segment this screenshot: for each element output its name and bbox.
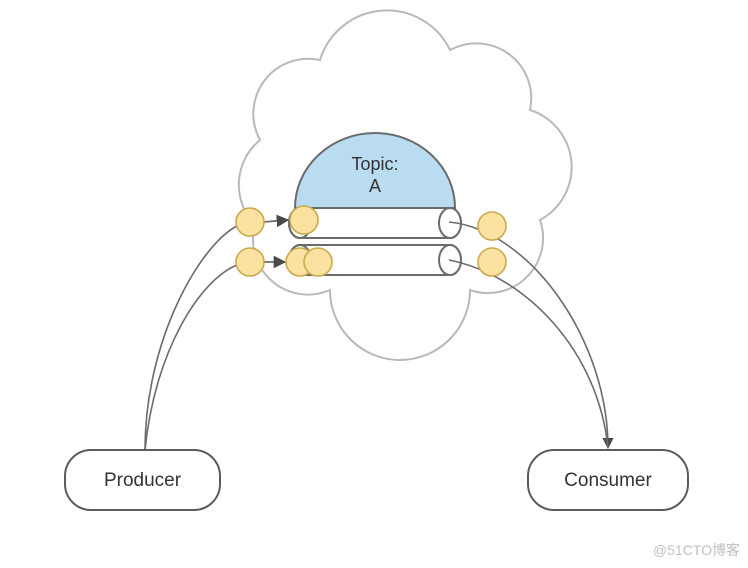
watermark: @51CTO博客 bbox=[653, 540, 740, 560]
diagram-svg: Topic: A Producer Consumer bbox=[0, 0, 748, 568]
edge-producer-2 bbox=[145, 265, 237, 450]
edge-consumer-2 bbox=[449, 260, 608, 448]
consumer-node: Consumer bbox=[528, 450, 688, 510]
message-icon bbox=[290, 206, 318, 234]
topic-dome: Topic: A bbox=[295, 133, 455, 208]
enqueue-arrows bbox=[263, 220, 288, 262]
edge-producer-1 bbox=[145, 226, 237, 450]
message-icon bbox=[236, 208, 264, 236]
message-icon bbox=[478, 248, 506, 276]
message-icon bbox=[304, 248, 332, 276]
enqueue-arrow bbox=[263, 220, 288, 222]
diagram-canvas: Topic: A Producer Consumer @51CTO博客 bbox=[0, 0, 748, 568]
edge-consumer-1 bbox=[449, 222, 608, 448]
consumer-label: Consumer bbox=[564, 470, 652, 491]
message-icon bbox=[236, 248, 264, 276]
producer-label: Producer bbox=[104, 470, 182, 491]
producer-node: Producer bbox=[65, 450, 220, 510]
message-icon bbox=[478, 212, 506, 240]
topic-label-line1: Topic: bbox=[351, 154, 398, 174]
topic-label-line2: A bbox=[369, 176, 381, 196]
